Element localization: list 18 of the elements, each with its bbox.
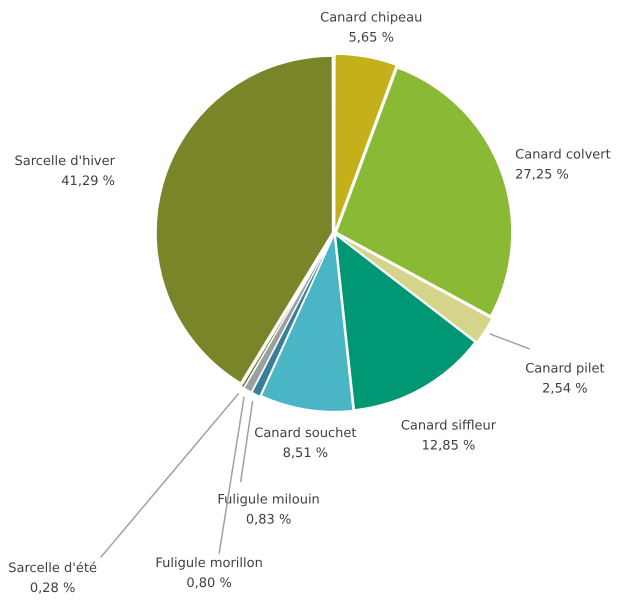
slice-label: Sarcelle d'hiver <box>14 154 116 169</box>
slice-label: Canard souchet <box>254 426 356 442</box>
data-label: 0,28 % <box>30 580 76 596</box>
slice-label: Fuligule milouin <box>217 492 320 508</box>
data-label: 41,29 % <box>61 174 115 189</box>
data-label: 0,80 % <box>186 576 232 592</box>
slice-label: Sarcelle d'été <box>8 560 97 576</box>
slice-label: Fuligule morillon <box>155 556 263 572</box>
data-label: 27,25 % <box>515 167 569 182</box>
data-label: 2,54 % <box>542 381 588 396</box>
slice-label: Canard colvert <box>515 147 611 162</box>
data-label: 8,51 % <box>282 446 328 462</box>
slice-label: Canard chipeau <box>320 10 422 26</box>
data-label: 0,83 % <box>246 512 292 528</box>
slice-label: Canard pilet <box>525 361 605 376</box>
slice-label: Canard siffleur <box>400 418 497 434</box>
data-label: 5,65 % <box>348 30 394 46</box>
data-label: 12,85 % <box>422 438 476 454</box>
